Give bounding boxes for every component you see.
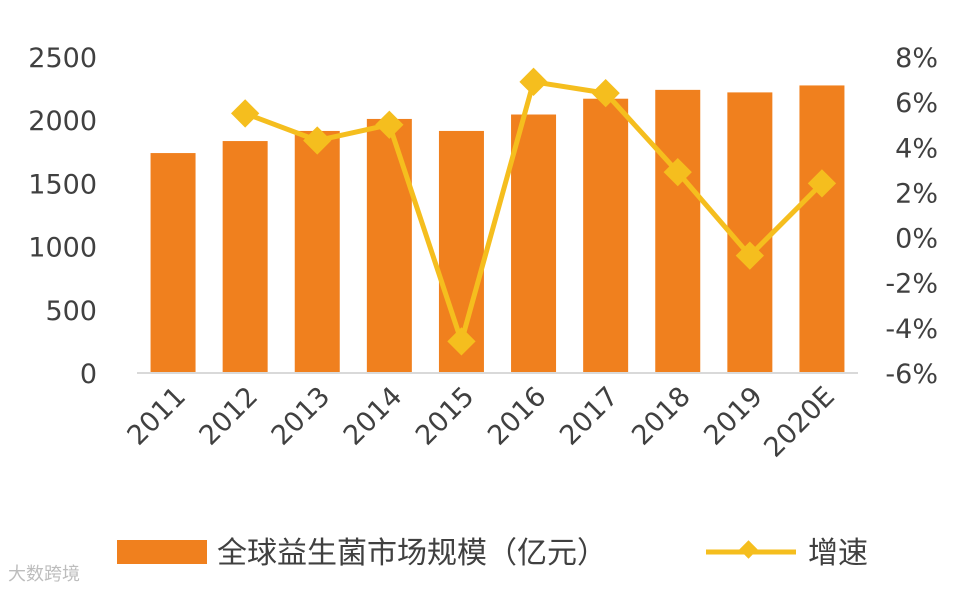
- right-tick-label: -2%: [885, 269, 938, 300]
- bar-2019: [727, 92, 773, 373]
- legend-bar-swatch: [117, 540, 207, 564]
- right-tick-label: 6%: [895, 88, 938, 119]
- left-tick-label: 500: [45, 296, 97, 327]
- bar-2012: [222, 141, 268, 373]
- left-axis-ticks: 0 500 1000 1500 2000 2500: [28, 43, 97, 390]
- growth-point-2015: [447, 327, 476, 356]
- left-tick-label: 2500: [28, 43, 97, 74]
- right-tick-label: -4%: [885, 314, 938, 345]
- growth-point-2020E: [807, 169, 837, 198]
- legend-bar-label: 全球益生菌市场规模（亿元）: [217, 536, 607, 571]
- category-label: 2013: [266, 381, 337, 452]
- legend-line-label: 增速: [808, 536, 868, 571]
- legend: 全球益生菌市场规模（亿元） 增速: [117, 536, 868, 571]
- right-tick-label: -6%: [885, 359, 938, 390]
- bar-2013: [294, 130, 340, 373]
- legend-line-marker: [739, 540, 758, 559]
- category-label: 2018: [626, 381, 697, 452]
- category-label: 2016: [482, 381, 553, 452]
- right-tick-label: 4%: [895, 133, 938, 164]
- bars-layer: [150, 85, 845, 374]
- growth-point-2019: [735, 241, 764, 270]
- category-label: 2015: [410, 381, 481, 452]
- growth-point-2016: [519, 67, 548, 96]
- category-label: 2017: [554, 381, 625, 452]
- bar-2017: [583, 98, 629, 373]
- growth-point-2018: [663, 157, 692, 187]
- watermark: 大数跨境: [8, 564, 80, 585]
- right-tick-label: 8%: [895, 43, 938, 74]
- right-tick-label: 0%: [895, 224, 938, 255]
- category-label: 2014: [338, 381, 409, 452]
- category-label: 2012: [194, 381, 265, 452]
- category-label: 2011: [121, 381, 192, 452]
- line-layer: [231, 67, 837, 356]
- category-axis-ticks: 2011 2012 2013 2014 2015 2016 2017 2018 20192020…: [121, 381, 840, 464]
- bar-2014: [366, 118, 412, 373]
- growth-point-2012: [231, 99, 260, 128]
- bar-2018: [655, 89, 701, 373]
- growth-point-2017: [591, 78, 620, 108]
- right-axis-ticks: -6% -4% -2% 0% 2% 4% 6% 8%: [885, 43, 938, 390]
- right-tick-label: 2%: [895, 178, 938, 209]
- left-tick-label: 2000: [28, 106, 97, 137]
- bar-2020E: [799, 85, 845, 373]
- bar-2011: [150, 153, 196, 373]
- category-label: 2020E: [758, 381, 841, 464]
- left-tick-label: 0: [80, 359, 97, 390]
- left-tick-label: 1500: [28, 169, 97, 200]
- bar-2016: [511, 114, 557, 374]
- left-tick-label: 1000: [28, 233, 97, 264]
